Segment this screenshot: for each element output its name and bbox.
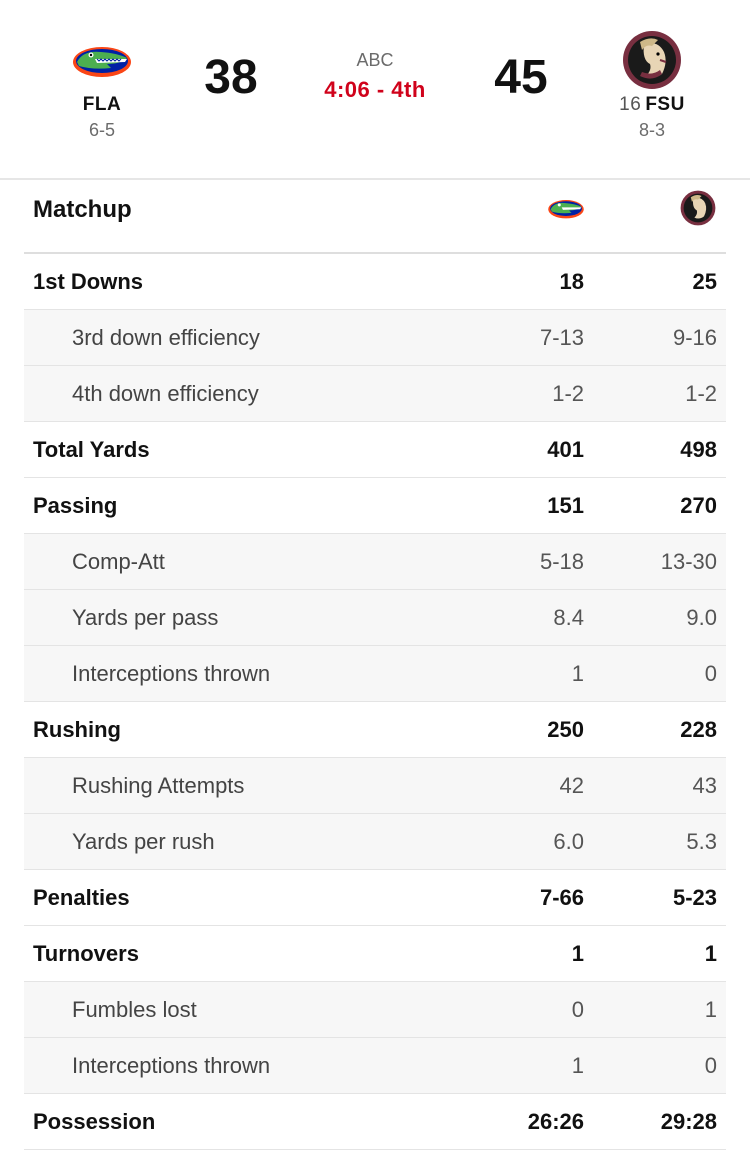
matchup-panel: Matchup 1st Downs 18 25 3rd down efficiency… xyxy=(0,178,750,1154)
seminoles-logo-small-icon xyxy=(678,190,718,226)
away-stat-value: 18 xyxy=(559,268,584,294)
home-stat-value: 9-16 xyxy=(672,324,717,350)
away-record: 6-5 xyxy=(88,120,115,140)
stat-label: 1st Downs xyxy=(33,268,144,294)
home-stat-value: 25 xyxy=(692,268,717,294)
stat-label: Yards per pass xyxy=(72,604,219,630)
home-team[interactable]: 16 FSU 8-3 xyxy=(592,28,712,141)
stat-row: Yards per pass 8.4 9.0 xyxy=(24,590,726,646)
stat-label: Yards per rush xyxy=(72,828,215,854)
home-stat-value: 13-30 xyxy=(660,548,717,574)
stat-row: 1st Downs 18 25 xyxy=(24,254,726,310)
matchup-title: Matchup xyxy=(33,196,132,223)
stat-row: Total Yards 401 498 xyxy=(24,422,726,478)
stat-label: 4th down efficiency xyxy=(72,380,259,406)
home-rank: 16 xyxy=(619,94,642,115)
tv-network: ABC xyxy=(356,50,394,70)
away-stat-value: 1 xyxy=(571,940,584,966)
stat-row: Rushing 250 228 xyxy=(24,702,726,758)
stat-label: Interceptions thrown xyxy=(72,1052,271,1078)
stat-label: Interceptions thrown xyxy=(72,660,271,686)
stat-row: Turnovers 1 1 xyxy=(24,926,726,982)
away-stat-value: 1 xyxy=(571,660,584,686)
stat-label: Total Yards xyxy=(33,436,150,462)
gators-logo-icon xyxy=(42,28,162,92)
home-stat-value: 5.3 xyxy=(686,828,717,854)
seminoles-logo-icon xyxy=(592,28,712,92)
away-stat-value: 0 xyxy=(571,996,584,1022)
home-stat-value: 1 xyxy=(704,940,717,966)
away-stat-value: 7-13 xyxy=(539,324,584,350)
away-stat-value: 5-18 xyxy=(539,548,584,574)
section-divider xyxy=(0,178,750,180)
home-stat-value: 1-2 xyxy=(685,380,717,406)
home-stat-value: 29:28 xyxy=(660,1108,717,1134)
away-stat-value: 1 xyxy=(571,1052,584,1078)
home-score: 45 xyxy=(494,51,548,104)
home-stat-value: 0 xyxy=(704,1052,717,1078)
scoreboard: FLA 6-5 38 ABC 4:06 - 4th 45 16 FSU 8-3 xyxy=(0,0,750,178)
stat-row: Possession 26:26 29:28 xyxy=(24,1094,726,1150)
stat-row: Interceptions thrown 1 0 xyxy=(24,646,726,702)
game-clock: 4:06 - 4th xyxy=(324,77,426,102)
matchup-header: Matchup xyxy=(24,178,726,254)
away-stat-value: 6.0 xyxy=(553,828,584,854)
away-team[interactable]: FLA 6-5 xyxy=(42,28,162,141)
home-stat-value: 5-23 xyxy=(672,884,717,910)
home-stat-value: 0 xyxy=(704,660,717,686)
home-stat-value: 498 xyxy=(680,436,717,462)
home-stat-value: 228 xyxy=(680,716,717,742)
stat-label: Penalties xyxy=(33,884,130,910)
stat-row: Comp-Att 5-18 13-30 xyxy=(24,534,726,590)
stat-label: 3rd down efficiency xyxy=(72,324,260,350)
away-stat-value: 401 xyxy=(547,436,584,462)
stat-label: Passing xyxy=(33,492,118,518)
away-score: 38 xyxy=(204,51,258,104)
gators-logo-small-icon xyxy=(546,190,586,226)
stat-label: Possession xyxy=(33,1108,156,1134)
away-stat-value: 1-2 xyxy=(552,380,584,406)
home-abbr: FSU xyxy=(645,94,685,115)
stat-row: Rushing Attempts 42 43 xyxy=(24,758,726,814)
stat-row: Yards per rush 6.0 5.3 xyxy=(24,814,726,870)
away-stat-value: 151 xyxy=(547,492,584,518)
stat-label: Rushing xyxy=(33,716,121,742)
stats-table: 1st Downs 18 25 3rd down efficiency 7-13 9-16… xyxy=(24,254,726,1150)
stat-label: Rushing Attempts xyxy=(72,772,245,798)
away-stat-value: 42 xyxy=(559,772,584,798)
stat-label: Fumbles lost xyxy=(72,996,197,1022)
stat-row: 3rd down efficiency 7-13 9-16 xyxy=(24,310,726,366)
stat-row: 4th down efficiency 1-2 1-2 xyxy=(24,366,726,422)
away-stat-value: 26:26 xyxy=(527,1108,584,1134)
away-stat-value: 8.4 xyxy=(553,604,584,630)
stat-row: Interceptions thrown 1 0 xyxy=(24,1038,726,1094)
home-stat-value: 270 xyxy=(680,492,717,518)
away-abbr: FLA xyxy=(82,94,122,115)
stat-row: Penalties 7-66 5-23 xyxy=(24,870,726,926)
stat-label: Comp-Att xyxy=(72,548,165,574)
home-stat-value: 1 xyxy=(704,996,717,1022)
home-record: 8-3 xyxy=(638,120,665,140)
game-status: ABC 4:06 - 4th xyxy=(275,50,475,103)
home-stat-value: 9.0 xyxy=(686,604,717,630)
away-stat-value: 7-66 xyxy=(539,884,584,910)
away-stat-value: 250 xyxy=(547,716,584,742)
stat-label: Turnovers xyxy=(33,940,139,966)
stat-row: Passing 151 270 xyxy=(24,478,726,534)
home-stat-value: 43 xyxy=(692,772,717,798)
home-abbr-line: 16 FSU xyxy=(592,94,712,116)
stat-row: Fumbles lost 0 1 xyxy=(24,982,726,1038)
